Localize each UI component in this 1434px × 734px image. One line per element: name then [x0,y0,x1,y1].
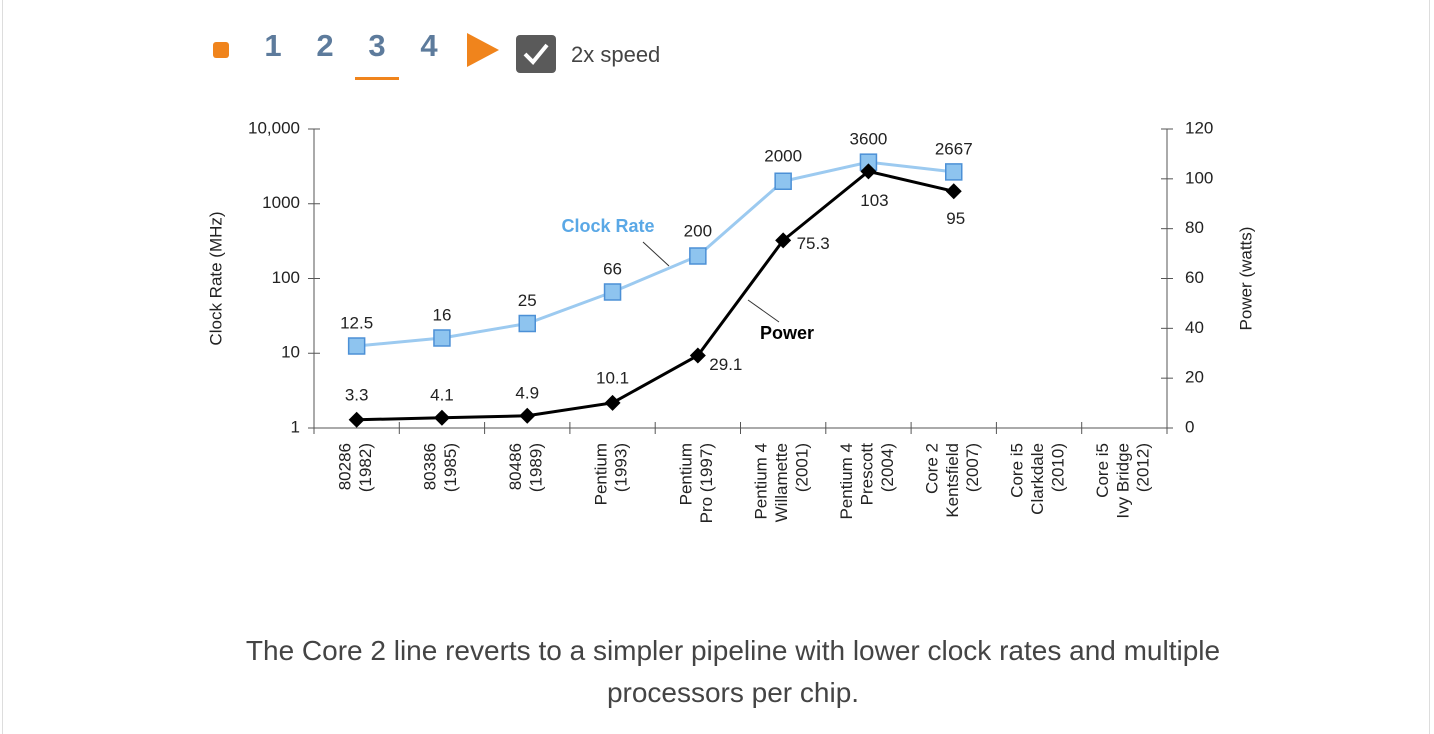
y2-tick-label: 20 [1185,368,1204,387]
power-marker [604,394,621,411]
y2-tick-label: 40 [1185,318,1204,337]
play-button[interactable] [465,31,501,69]
y2-axis-label: Power (watts) [1236,227,1255,331]
y-tick-label: 1 [291,417,300,436]
step-button[interactable]: 2 [316,28,334,63]
series-leader [747,299,780,323]
step-button[interactable]: 3 [368,28,386,63]
data-label: 4.1 [430,385,454,404]
step-button[interactable]: 1 [264,28,282,63]
data-label: 3600 [850,130,888,149]
step-button[interactable]: 4 [420,28,438,63]
data-label: 3.3 [345,385,369,404]
y-axis-label: Clock Rate (MHz) [206,211,225,345]
speed-label: 2x speed [571,42,661,67]
clock-marker [603,283,622,301]
x-tick-label: Pentium 4Prescott(2004) [838,443,898,520]
y2-tick-label: 80 [1185,218,1204,237]
clock-marker [945,163,963,181]
y-tick-label: 10 [281,343,300,362]
clock-marker [433,329,451,347]
data-label: 200 [684,221,712,240]
data-label: 2000 [764,147,802,166]
power-marker [689,347,706,364]
clock-marker [518,314,536,333]
clock-marker [774,172,792,190]
power-marker [519,407,536,424]
power-marker [945,183,962,200]
clock-marker [347,337,366,355]
x-tick-label: 80486(1989) [507,443,546,492]
data-label: 103 [860,191,888,210]
power-marker [775,232,792,249]
y-tick-label: 100 [272,268,300,287]
x-tick-label: 80386(1985) [421,443,460,492]
data-label: 4.9 [515,383,539,402]
y-tick-label: 10,000 [248,118,300,137]
x-tick-label: Core 2Kentsfield(2007) [923,443,983,518]
data-label: 10.1 [596,368,629,387]
y2-tick-label: 120 [1185,118,1213,137]
data-label: 12.5 [340,313,373,332]
data-label: 66 [603,259,622,278]
y2-tick-label: 60 [1185,268,1204,287]
data-label: 75.3 [797,234,830,253]
speed-checkbox[interactable] [515,34,557,74]
series-line [356,160,954,348]
data-label: 16 [432,305,451,324]
series-label: Power [760,323,814,343]
data-label: 2667 [935,139,973,158]
clock-marker [689,247,707,265]
x-tick-label: Pentium 4Willamette(2001) [752,443,812,522]
y2-tick-label: 100 [1185,168,1213,187]
y2-tick-label: 0 [1185,417,1194,436]
power-marker [860,163,877,180]
stop-button[interactable] [213,42,229,58]
series-label: Clock Rate [561,216,654,236]
data-label: 25 [518,291,537,310]
power-marker [348,411,365,428]
x-tick-label: PentiumPro (1997) [677,443,716,523]
x-tick-label: Pentium(1993) [592,443,631,505]
chart: 1 10 100 1000 10,000 0 20 40 60 80 100 120 80286(198… [206,118,1255,523]
data-label: 95 [946,209,965,228]
y-tick-label: 1000 [262,193,300,212]
series-line [356,169,955,422]
data-label: 29.1 [709,355,742,374]
x-tick-label: Core i5Ivy Bridge(2012) [1093,443,1153,519]
series-leader [642,241,670,267]
current-step-underline [355,77,399,80]
x-tick-label: Core i5Clarkdale(2010) [1008,443,1068,515]
caption: The Core 2 line reverts to a simpler pip… [245,635,1221,708]
x-tick-label: 80286(1982) [336,443,375,492]
power-marker [433,409,450,426]
